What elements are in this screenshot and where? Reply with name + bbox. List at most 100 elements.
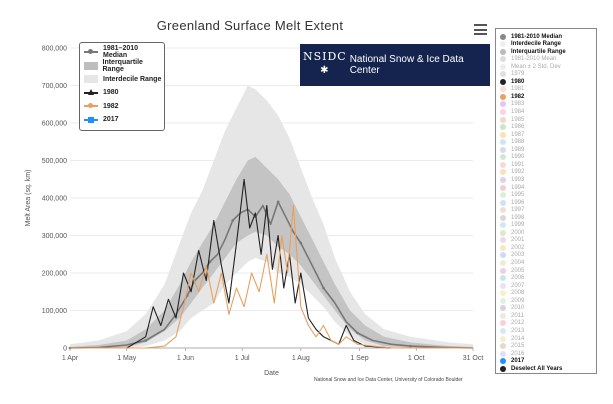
legend-label: 1981–2010 Median xyxy=(102,45,139,59)
panel-item-label: 2000 xyxy=(511,229,525,236)
year-item-2001[interactable]: 2001 xyxy=(500,237,524,244)
legend-symbol xyxy=(84,88,98,96)
year-item-1997[interactable]: 1997 xyxy=(500,207,524,214)
median-point xyxy=(322,286,325,290)
year-item-1998[interactable]: 1998 xyxy=(500,214,524,221)
year-item-1990[interactable]: 1990 xyxy=(500,154,524,161)
deselect-all-button[interactable]: Deselect All Years xyxy=(500,365,562,372)
color-swatch xyxy=(500,154,506,161)
year-item-1993[interactable]: 1993 xyxy=(500,176,524,183)
legend-item[interactable]: 2017 xyxy=(84,115,119,125)
year-item-1981[interactable]: 1981 xyxy=(500,86,524,93)
year-item-1987[interactable]: 1987 xyxy=(500,131,524,138)
color-swatch xyxy=(500,33,506,40)
panel-item-label: 2009 xyxy=(511,297,525,304)
panel-item-label: Interquartile Range xyxy=(511,48,566,55)
panel-item[interactable]: 1981-2010 Median xyxy=(500,33,562,40)
panel-item-label: 1999 xyxy=(511,222,525,229)
median-point xyxy=(231,219,235,222)
year-item-1984[interactable]: 1984 xyxy=(500,109,524,116)
panel-item-label: 1997 xyxy=(511,207,525,214)
color-swatch xyxy=(500,267,506,274)
color-swatch xyxy=(500,192,506,199)
panel-item-label: 2006 xyxy=(511,275,525,282)
color-swatch xyxy=(500,252,506,259)
color-swatch xyxy=(500,260,506,266)
color-swatch xyxy=(500,207,506,214)
panel-item-label: 2010 xyxy=(511,305,525,312)
panel-item[interactable]: Mean ± 2 Std. Dev xyxy=(500,63,561,70)
year-item-2000[interactable]: 2000 xyxy=(500,229,524,236)
panel-item-label: 1979 xyxy=(511,71,525,78)
legend-item[interactable]: 1980 xyxy=(84,88,119,98)
year-item-1999[interactable]: 1999 xyxy=(500,222,524,229)
x-tick-label: 1 Aug xyxy=(292,355,310,362)
year-item-2005[interactable]: 2005 xyxy=(500,267,524,274)
legend-item[interactable]: 1982 xyxy=(84,101,119,111)
year-item-1979[interactable]: 1979 xyxy=(500,71,524,78)
year-item-2012[interactable]: 2012 xyxy=(500,320,524,327)
year-item-2009[interactable]: 2009 xyxy=(500,297,524,304)
legend-item[interactable]: Interquartile Range xyxy=(84,59,164,73)
year-item-2002[interactable]: 2002 xyxy=(500,244,524,251)
year-item-2011[interactable]: 2011 xyxy=(500,312,524,319)
y-tick-label: 600,000 xyxy=(42,121,67,128)
year-item-1995[interactable]: 1995 xyxy=(500,192,524,199)
panel-item-label: 2016 xyxy=(511,350,525,357)
year-item-2004[interactable]: 2004 xyxy=(500,260,524,267)
year-item-1992[interactable]: 1992 xyxy=(500,169,524,176)
series-line-1981-2010-median xyxy=(69,201,474,349)
year-item-2016[interactable]: 2016 xyxy=(500,350,524,357)
legend-symbol xyxy=(84,75,98,83)
year-item-1986[interactable]: 1986 xyxy=(500,124,524,131)
x-tick-label: 1 Oct xyxy=(408,355,425,362)
panel-item-label: 1986 xyxy=(511,124,525,131)
panel-item-label: 1981-2010 Mean xyxy=(511,56,557,63)
year-item-1996[interactable]: 1996 xyxy=(500,199,524,206)
panel-item-label: 2002 xyxy=(511,244,525,251)
year-item-2013[interactable]: 2013 xyxy=(500,327,524,334)
panel-item-label: 2014 xyxy=(511,335,525,342)
color-swatch xyxy=(500,93,506,100)
panel-item-label: 1991 xyxy=(511,161,525,168)
year-item-1994[interactable]: 1994 xyxy=(500,184,524,191)
legend-label: Interdecile Range xyxy=(103,75,162,83)
year-item-2014[interactable]: 2014 xyxy=(500,335,524,342)
year-item-2017[interactable]: 2017 xyxy=(500,358,524,365)
menu-icon[interactable] xyxy=(474,24,487,35)
color-swatch xyxy=(500,237,506,244)
legend-item[interactable]: 1981–2010 Median xyxy=(84,45,164,59)
color-swatch xyxy=(500,343,506,350)
color-swatch xyxy=(500,312,506,319)
year-item-2003[interactable]: 2003 xyxy=(500,252,524,259)
panel-item[interactable]: Interdecile Range xyxy=(500,41,561,48)
median-point xyxy=(356,331,359,335)
color-swatch xyxy=(500,146,506,153)
year-item-2007[interactable]: 2007 xyxy=(500,282,524,289)
year-item-2010[interactable]: 2010 xyxy=(500,305,524,312)
panel-item-label: 2011 xyxy=(511,312,524,319)
color-swatch xyxy=(500,176,506,183)
year-item-1982[interactable]: 1982 xyxy=(500,93,524,100)
year-item-1983[interactable]: 1983 xyxy=(500,101,524,108)
panel-item-label: 1994 xyxy=(511,184,525,191)
legend-label: 2017 xyxy=(103,116,119,123)
legend-symbol xyxy=(84,49,98,55)
year-item-1980[interactable]: 1980 xyxy=(500,78,524,85)
nsidc-logo-mark: NSIDC ✱ xyxy=(300,44,350,86)
year-item-1989[interactable]: 1989 xyxy=(500,146,524,153)
year-item-2015[interactable]: 2015 xyxy=(500,343,524,350)
year-item-2006[interactable]: 2006 xyxy=(500,275,524,282)
year-item-1988[interactable]: 1988 xyxy=(500,139,524,146)
color-swatch xyxy=(500,109,506,115)
year-item-2008[interactable]: 2008 xyxy=(500,290,524,297)
year-item-1985[interactable]: 1985 xyxy=(500,116,524,123)
color-swatch xyxy=(500,275,506,282)
year-item-1991[interactable]: 1991 xyxy=(500,161,524,168)
color-swatch xyxy=(500,297,506,304)
panel-item-label: 1987 xyxy=(511,131,525,138)
chart-legend: 1981–2010 Median Interquartile Range Inter… xyxy=(79,42,165,131)
panel-item[interactable]: 1981-2010 Mean xyxy=(500,56,556,63)
panel-item[interactable]: Interquartile Range xyxy=(500,48,566,55)
legend-item[interactable]: Interdecile Range xyxy=(84,74,161,84)
